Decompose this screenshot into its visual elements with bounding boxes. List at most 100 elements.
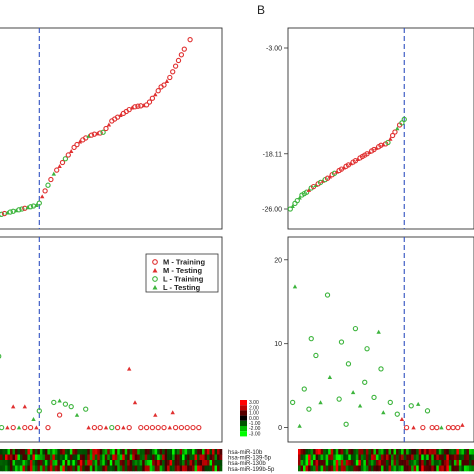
heatmap-cell: [325, 454, 329, 461]
data-point: [167, 425, 172, 430]
heatmap-cell: [149, 454, 153, 461]
heatmap-cell: [32, 460, 36, 466]
heatmap-cell: [4, 449, 8, 455]
heatmap-cell: [411, 454, 414, 461]
heatmap-cell: [17, 449, 21, 455]
heatmap-cell: [373, 465, 377, 472]
heatmap-cell: [84, 460, 88, 466]
data-point: [88, 132, 95, 138]
heatmap-cell: [338, 454, 342, 461]
heatmap-cell: [416, 465, 419, 472]
heatmap-cell: [406, 460, 409, 466]
heatmap-cell: [27, 454, 31, 461]
heatmap-cell: [119, 460, 123, 466]
heatmap-cell: [192, 460, 195, 466]
heatmap-cell: [184, 465, 188, 472]
data-point: [100, 129, 106, 135]
heatmap-cell: [408, 465, 412, 472]
heatmap-cell: [388, 460, 392, 466]
heatmap-cell: [82, 449, 86, 455]
heatmap-cell: [348, 449, 352, 455]
heatmap-cell: [456, 465, 460, 472]
heatmap-cell: [99, 449, 103, 455]
heatmap-cell: [310, 465, 314, 472]
color-scale-swatch: [240, 426, 247, 432]
heatmap-cell: [177, 454, 180, 461]
heatmap-cell: [92, 449, 96, 455]
heatmap-cell: [174, 460, 178, 466]
heatmap-cell: [398, 449, 402, 455]
heatmap-cell: [458, 454, 462, 461]
heatmap-cell: [52, 465, 56, 472]
color-scale-swatch: [240, 415, 247, 421]
data-point: [170, 410, 175, 415]
panel-frame: [287, 27, 474, 230]
heatmap-cell: [7, 460, 11, 466]
heatmap-cell: [413, 449, 417, 455]
heatmap-cell: [59, 454, 63, 461]
heatmap-cell: [184, 460, 188, 466]
heatmap-cell: [323, 449, 326, 455]
heatmap-cell: [129, 454, 133, 461]
data-point: [56, 412, 63, 418]
data-point: [83, 135, 89, 141]
heatmap-cell: [393, 460, 397, 466]
heatmap-cell: [77, 460, 81, 466]
heatmap-cell: [129, 465, 133, 472]
heatmap-cell: [466, 460, 470, 466]
heatmap-cell: [102, 460, 106, 466]
heatmap-cell: [44, 465, 48, 472]
heatmap-cell: [345, 454, 349, 461]
panel-frame: [0, 236, 223, 443]
heatmap-cell: [401, 465, 404, 472]
data-point: [301, 386, 307, 392]
heatmap-cell: [368, 460, 372, 466]
data-point: [357, 403, 363, 408]
heatmap-cell: [433, 449, 437, 455]
heatmap-cell: [172, 449, 175, 455]
heatmap-cell: [87, 465, 91, 472]
heatmap-cell: [209, 465, 213, 472]
data-point: [175, 57, 182, 64]
heatmap-cell: [323, 465, 326, 472]
data-point: [65, 152, 71, 158]
heatmap-cell: [109, 465, 113, 472]
heatmap-cell: [34, 454, 38, 461]
heatmap-cell: [97, 454, 101, 461]
heatmap-cell: [7, 465, 11, 472]
heatmap-cell: [386, 449, 389, 455]
data-point: [91, 424, 98, 431]
heatmap-cell: [328, 454, 331, 461]
heatmap-cell: [431, 460, 435, 466]
heatmap-cell: [398, 454, 402, 461]
heatmap-cell: [383, 460, 387, 466]
heatmap-cell: [72, 454, 76, 461]
heatmap-cell: [159, 460, 163, 466]
data-point: [303, 189, 310, 195]
data-point: [27, 424, 34, 431]
heatmap-cell: [187, 460, 190, 466]
heatmap-cell: [219, 449, 223, 455]
heatmap-cell: [380, 449, 384, 455]
heatmap-cell: [0, 454, 3, 461]
heatmap-cell: [107, 465, 111, 472]
heatmap-cell: [89, 465, 93, 472]
heatmap-cell: [315, 465, 319, 472]
heatmap-cell: [167, 454, 170, 461]
data-point: [364, 346, 370, 352]
heatmap-cell: [49, 449, 53, 455]
heatmap-cell: [214, 465, 218, 472]
heatmap-cell: [468, 454, 472, 461]
heatmap-cell: [456, 449, 460, 455]
heatmap-cell: [411, 449, 414, 455]
data-point: [455, 424, 461, 431]
heatmap-cell: [315, 454, 319, 461]
heatmap-cell: [398, 460, 402, 466]
heatmap-cell: [114, 460, 118, 466]
heatmap-cell: [132, 449, 135, 455]
data-point: [7, 209, 13, 215]
heatmap-cell: [92, 465, 96, 472]
heatmap-cell: [438, 454, 442, 461]
heatmap-cell: [330, 454, 334, 461]
